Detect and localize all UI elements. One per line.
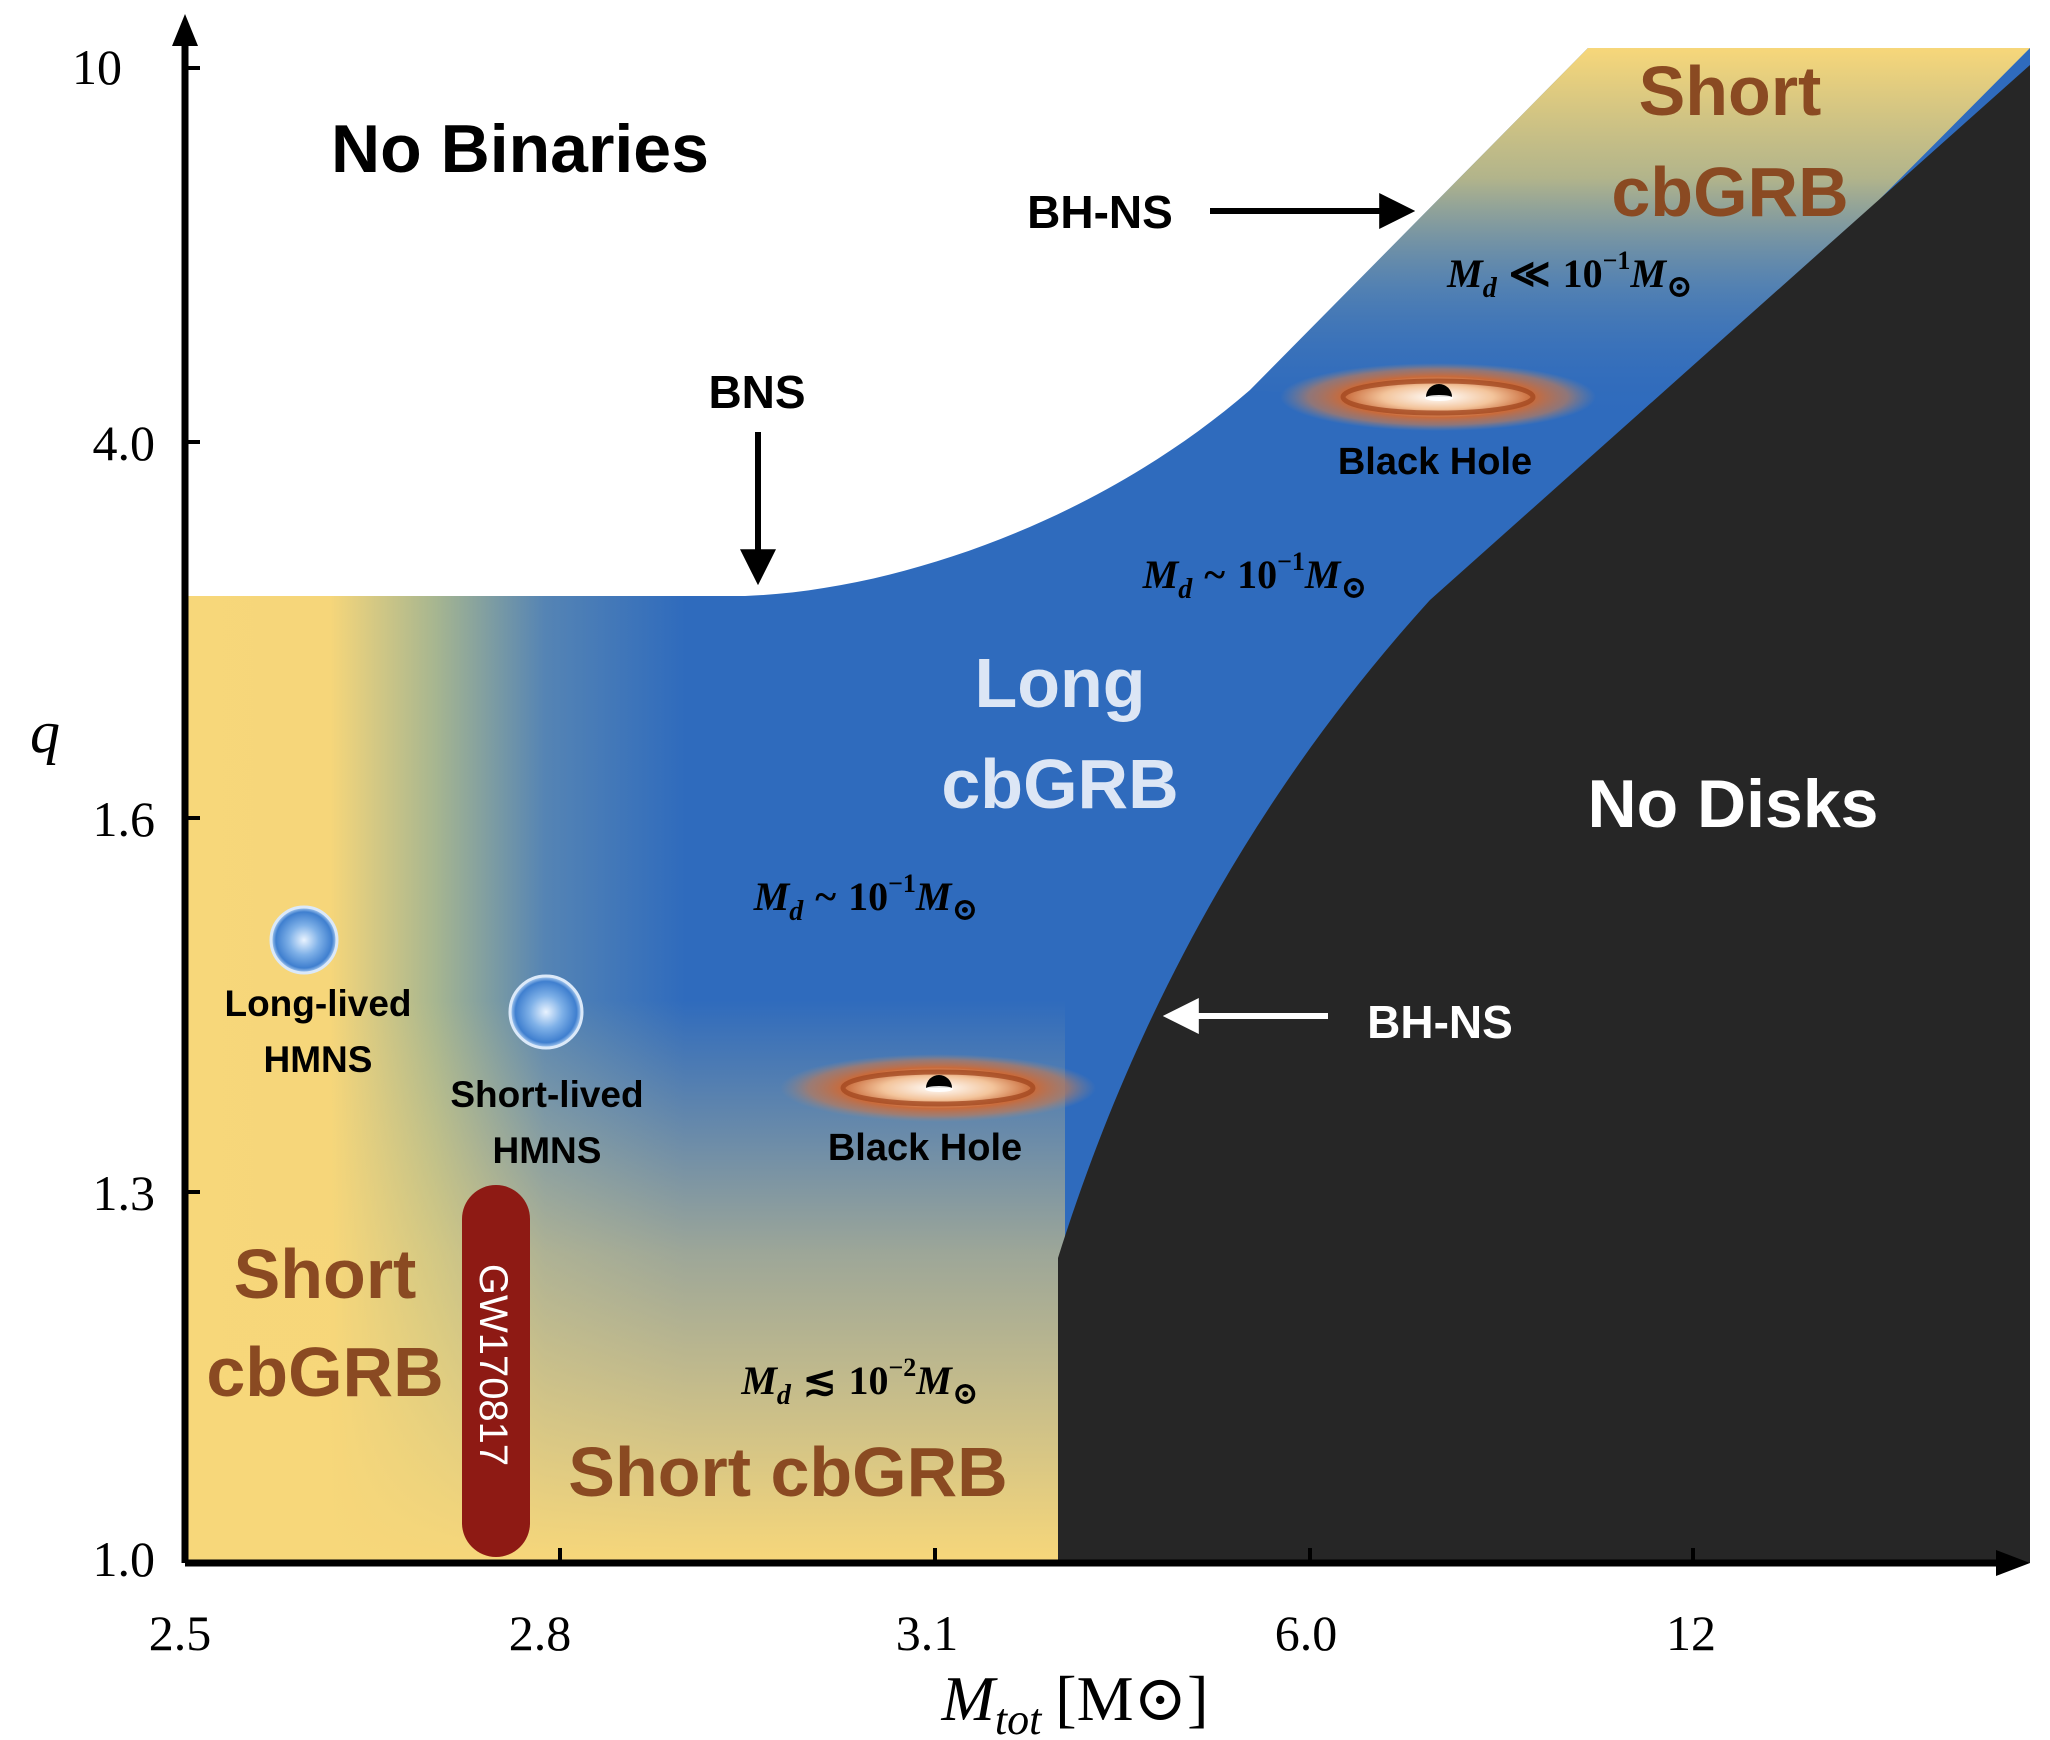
- no-disks-region: [1058, 65, 2030, 1563]
- black-hole-icon-mid: [780, 1054, 1096, 1122]
- short-cbgrb-left-label: cbGRB: [206, 1333, 443, 1411]
- long-lived-hmns-label: HMNS: [264, 1039, 373, 1080]
- x-tick-label: 12: [1666, 1605, 1716, 1661]
- long-cbgrb-label: cbGRB: [941, 745, 1178, 823]
- short-cbgrb-top-label: Short: [1639, 52, 1822, 130]
- disk-mass-bottom: Md ≲ 10−2M⊙: [740, 1353, 978, 1411]
- x-tick-label: 6.0: [1275, 1605, 1338, 1661]
- x-axis-label: Mtot [M⊙]: [941, 1663, 1209, 1740]
- short-cbgrb-left-label: Short: [234, 1235, 417, 1313]
- x-axis-arrowhead: [1996, 1550, 2030, 1576]
- short-lived-hmns-star-icon: [508, 974, 584, 1050]
- black-hole-icon-top: [1280, 363, 1596, 431]
- disk-mass-middle: Md ~10−1M⊙: [753, 869, 979, 927]
- no-disks-label: No Disks: [1588, 766, 1879, 842]
- x-tick-label: 2.8: [509, 1605, 572, 1661]
- gw170817-marker: [462, 1185, 530, 1557]
- long-lived-hmns-label: Long-lived: [224, 983, 411, 1024]
- long-cbgrb-label: Long: [974, 644, 1145, 722]
- top-short-fade: [1250, 48, 2030, 420]
- short-cbgrb-bottom-label: Short cbGRB: [568, 1433, 1007, 1511]
- short-cbgrb-top-label: cbGRB: [1611, 153, 1848, 231]
- black-hole-top-label: Black Hole: [1338, 441, 1532, 483]
- bhns-top-label: BH-NS: [1027, 186, 1173, 238]
- y-tick-label: 1.6: [93, 791, 156, 847]
- y-axis-arrowhead: [172, 14, 198, 46]
- long-lived-hmns-star-icon: [269, 905, 339, 975]
- short-lived-hmns-label: Short-lived: [450, 1074, 643, 1115]
- disk-mass-top: Md ≪ 10−1M⊙: [1446, 246, 1693, 304]
- bns-label: BNS: [708, 366, 805, 418]
- gw170817-label: GW170817: [471, 1264, 515, 1466]
- x-tick-label: 2.5: [149, 1605, 212, 1661]
- disk-mass-upper: Md ~10−1M⊙: [1142, 547, 1368, 605]
- y-tick-label: 4.0: [93, 415, 156, 471]
- black-hole-mid-label: Black Hole: [828, 1127, 1022, 1169]
- y-axis-label: q: [30, 699, 60, 765]
- y-tick-label: 1.3: [93, 1165, 156, 1221]
- short-lived-hmns-label: HMNS: [493, 1130, 602, 1171]
- no-binaries-label: No Binaries: [331, 111, 709, 187]
- axes: 10 4.0 1.6 1.3 1.0 2.5 2.8 3.1 6.0 12 q …: [30, 14, 2030, 1740]
- region-shading: [185, 48, 2030, 1563]
- y-tick-label: 10: [72, 39, 122, 95]
- bhns-mid-label: BH-NS: [1367, 996, 1513, 1048]
- x-tick-label: 3.1: [896, 1605, 959, 1661]
- y-tick-label: 1.0: [93, 1531, 156, 1587]
